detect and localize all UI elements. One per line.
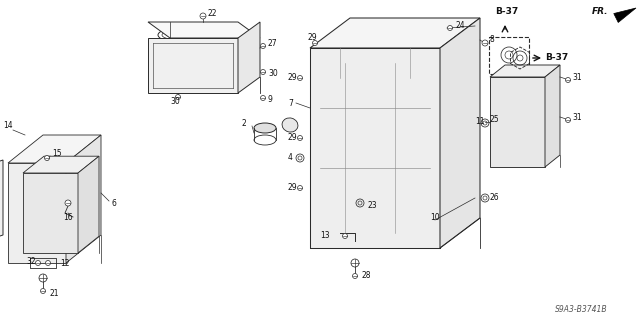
Text: B-37: B-37 bbox=[495, 8, 518, 17]
Text: 23: 23 bbox=[368, 202, 378, 211]
Text: 31: 31 bbox=[572, 113, 582, 122]
Ellipse shape bbox=[282, 118, 298, 132]
Text: 13: 13 bbox=[320, 232, 330, 241]
Polygon shape bbox=[490, 77, 545, 167]
Text: 14: 14 bbox=[3, 121, 13, 130]
Circle shape bbox=[45, 261, 51, 265]
Text: 31: 31 bbox=[572, 72, 582, 81]
Polygon shape bbox=[23, 156, 99, 173]
Circle shape bbox=[447, 26, 452, 31]
Circle shape bbox=[312, 41, 317, 46]
Text: 2: 2 bbox=[242, 118, 247, 128]
Polygon shape bbox=[8, 135, 101, 163]
Circle shape bbox=[482, 40, 488, 46]
Circle shape bbox=[298, 136, 303, 140]
Polygon shape bbox=[148, 38, 238, 93]
Text: 30: 30 bbox=[268, 70, 278, 78]
Text: 12: 12 bbox=[60, 258, 70, 268]
Text: 22: 22 bbox=[208, 10, 218, 19]
Text: 9: 9 bbox=[268, 95, 273, 105]
Text: 27: 27 bbox=[268, 40, 278, 48]
Polygon shape bbox=[66, 135, 101, 263]
Text: 32: 32 bbox=[26, 256, 36, 265]
Polygon shape bbox=[0, 160, 3, 250]
Text: 30: 30 bbox=[170, 97, 180, 106]
Text: B-37: B-37 bbox=[545, 54, 568, 63]
Circle shape bbox=[175, 94, 180, 100]
Polygon shape bbox=[545, 65, 560, 167]
Text: S9A3-B3741B: S9A3-B3741B bbox=[555, 306, 607, 315]
Circle shape bbox=[35, 261, 40, 265]
Circle shape bbox=[260, 95, 266, 100]
Circle shape bbox=[298, 186, 303, 190]
Text: 25: 25 bbox=[490, 115, 500, 124]
Text: 24: 24 bbox=[455, 21, 465, 31]
Polygon shape bbox=[78, 156, 99, 253]
Text: 29: 29 bbox=[288, 183, 298, 192]
Circle shape bbox=[200, 13, 206, 19]
Circle shape bbox=[260, 70, 266, 75]
Text: 8: 8 bbox=[490, 35, 495, 44]
Text: 28: 28 bbox=[362, 271, 371, 280]
Circle shape bbox=[566, 78, 570, 83]
Polygon shape bbox=[440, 18, 480, 248]
Text: 7: 7 bbox=[288, 99, 293, 108]
Circle shape bbox=[40, 288, 45, 293]
Polygon shape bbox=[310, 48, 440, 248]
Polygon shape bbox=[238, 22, 260, 93]
Polygon shape bbox=[310, 18, 480, 48]
Text: 29: 29 bbox=[288, 73, 298, 83]
Circle shape bbox=[353, 273, 358, 278]
Text: 16: 16 bbox=[63, 213, 72, 222]
Polygon shape bbox=[23, 173, 78, 253]
Bar bbox=[330, 73, 420, 203]
Circle shape bbox=[65, 200, 71, 206]
Circle shape bbox=[298, 76, 303, 80]
Circle shape bbox=[45, 155, 49, 160]
Text: 4: 4 bbox=[288, 153, 293, 162]
Ellipse shape bbox=[254, 123, 276, 133]
Polygon shape bbox=[148, 22, 260, 38]
Text: FR.: FR. bbox=[592, 8, 609, 17]
Polygon shape bbox=[614, 8, 636, 22]
Polygon shape bbox=[8, 163, 66, 263]
Polygon shape bbox=[490, 65, 560, 77]
Text: 21: 21 bbox=[50, 288, 60, 298]
Text: 11: 11 bbox=[475, 117, 484, 127]
Circle shape bbox=[342, 234, 348, 239]
Circle shape bbox=[566, 117, 570, 122]
Text: 10: 10 bbox=[430, 213, 440, 222]
Circle shape bbox=[260, 43, 266, 48]
Text: 6: 6 bbox=[111, 198, 116, 207]
Text: 15: 15 bbox=[52, 149, 61, 158]
Text: 29: 29 bbox=[308, 33, 317, 42]
Text: 29: 29 bbox=[288, 133, 298, 143]
Text: 26: 26 bbox=[490, 194, 500, 203]
